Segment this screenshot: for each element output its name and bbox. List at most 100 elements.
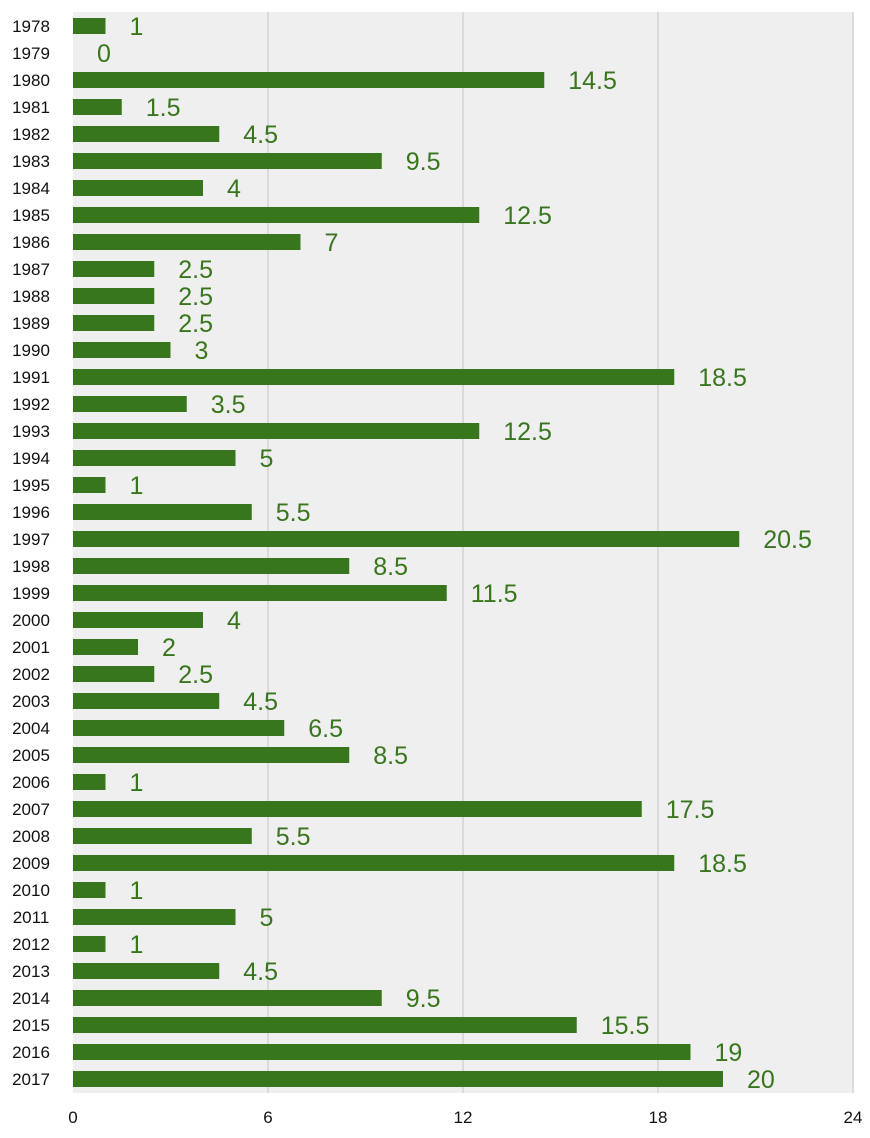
- bar: [73, 990, 382, 1006]
- bar: [73, 936, 106, 952]
- bar: [73, 315, 155, 331]
- data-label: 1: [130, 877, 144, 905]
- data-label: 15.5: [601, 1012, 650, 1040]
- data-label: 20.5: [763, 526, 812, 554]
- bar: [73, 1017, 577, 1033]
- category-label: 1985: [12, 206, 50, 225]
- value-labels: 1014.51.54.59.5412.572.52.52.5318.53.512…: [97, 13, 812, 1094]
- category-label: 1990: [12, 341, 50, 360]
- category-label: 2004: [12, 719, 50, 738]
- bar: [73, 180, 203, 196]
- category-label: 1989: [12, 314, 50, 333]
- category-label: 1986: [12, 233, 50, 252]
- data-label: 4: [227, 607, 241, 635]
- data-label: 4: [227, 175, 241, 203]
- data-label: 17.5: [666, 796, 715, 824]
- bar: [73, 855, 675, 871]
- bar: [73, 720, 285, 736]
- x-tick-label: 12: [454, 1108, 473, 1127]
- bar: [73, 882, 106, 898]
- data-label: 4.5: [243, 958, 278, 986]
- category-label: 1999: [12, 584, 50, 603]
- category-label: 2012: [12, 935, 50, 954]
- data-label: 2.5: [178, 310, 213, 338]
- data-label: 8.5: [373, 553, 408, 581]
- category-label: 1991: [12, 368, 50, 387]
- bar: [73, 126, 220, 142]
- data-label: 14.5: [568, 67, 617, 95]
- data-label: 20: [747, 1066, 775, 1094]
- data-label: 1: [130, 13, 144, 41]
- data-label: 3: [195, 337, 209, 365]
- data-label: 8.5: [373, 742, 408, 770]
- data-label: 9.5: [406, 148, 441, 176]
- bar: [73, 963, 220, 979]
- category-label: 1981: [12, 98, 50, 117]
- category-label: 2002: [12, 665, 50, 684]
- x-tick-label: 24: [844, 1108, 863, 1127]
- category-label: 1982: [12, 125, 50, 144]
- category-labels: 1978 1979 1980 1981 1982 1983 1984 1985 1986 1987…: [12, 17, 50, 1089]
- category-label: 2001: [12, 638, 50, 657]
- data-label: 6.5: [308, 715, 343, 743]
- bar: [73, 747, 350, 763]
- data-label: 0: [97, 40, 111, 68]
- category-label: 2013: [12, 962, 50, 981]
- x-tick-label: 6: [263, 1108, 272, 1127]
- bar: [73, 585, 447, 601]
- category-label: 1992: [12, 395, 50, 414]
- category-label: 1996: [12, 503, 50, 522]
- category-label: 1983: [12, 152, 50, 171]
- bar: [73, 774, 106, 790]
- category-label: 1994: [12, 449, 50, 468]
- category-label: 1988: [12, 287, 50, 306]
- category-label: 1987: [12, 260, 50, 279]
- bar: [73, 558, 350, 574]
- bar: [73, 261, 155, 277]
- data-label: 5.5: [276, 823, 311, 851]
- bar: [73, 666, 155, 682]
- bar: [73, 72, 545, 88]
- grid-lines: [267, 12, 854, 1093]
- bar: [73, 828, 252, 844]
- bar: [73, 396, 187, 412]
- category-label: 2015: [12, 1016, 50, 1035]
- bar: [73, 909, 236, 925]
- bar: [73, 639, 138, 655]
- x-tick-label: 0: [68, 1108, 77, 1127]
- category-label: 2000: [12, 611, 50, 630]
- bar: [73, 693, 220, 709]
- data-label: 3.5: [211, 391, 246, 419]
- bar: [73, 18, 106, 34]
- category-label: 2011: [13, 908, 50, 927]
- data-label: 4.5: [243, 688, 278, 716]
- data-label: 9.5: [406, 985, 441, 1013]
- category-label: 1997: [12, 530, 50, 549]
- bar: [73, 99, 122, 115]
- category-label: 1979: [12, 44, 50, 63]
- bar: [73, 288, 155, 304]
- x-axis-ticks: 0 6 12 18 24: [68, 1108, 862, 1127]
- data-label: 1: [130, 931, 144, 959]
- data-label: 12.5: [503, 418, 552, 446]
- bar: [73, 369, 675, 385]
- bar: [73, 234, 301, 250]
- data-label: 5: [260, 904, 274, 932]
- data-label: 11.5: [471, 580, 518, 608]
- bars: [73, 18, 740, 1087]
- data-label: 12.5: [503, 202, 552, 230]
- bar: [73, 342, 171, 358]
- data-label: 18.5: [698, 850, 747, 878]
- data-label: 1.5: [146, 94, 181, 122]
- data-label: 19: [715, 1039, 743, 1067]
- category-label: 1998: [12, 557, 50, 576]
- category-label: 1984: [12, 179, 50, 198]
- category-label: 2008: [12, 827, 50, 846]
- bar: [73, 612, 203, 628]
- data-label: 1: [130, 769, 144, 797]
- category-label: 1995: [12, 476, 50, 495]
- bar: [73, 207, 480, 223]
- data-label: 2.5: [178, 256, 213, 284]
- category-label: 2007: [12, 800, 50, 819]
